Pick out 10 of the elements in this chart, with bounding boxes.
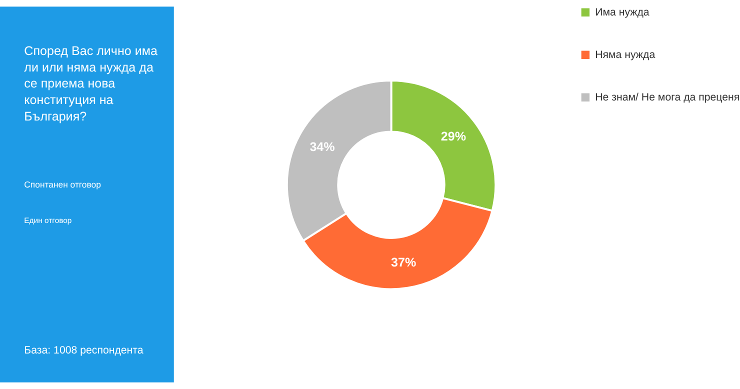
data-label: 37%	[391, 255, 416, 270]
legend-label: Няма нужда	[595, 48, 656, 61]
text: Според Вас лично има ли или няма нужда да се приема нова конституция на България?	[24, 44, 158, 124]
text: Един отговор	[24, 216, 72, 225]
legend-label: Има нужда	[595, 6, 650, 18]
text: База: 1008 респондента	[24, 344, 144, 356]
data-label: 34%	[310, 140, 335, 154]
text: Спонтанен отговор	[24, 179, 102, 190]
data-label: 29%	[440, 129, 466, 144]
legend-label: Не знам/ Не мога да преценя	[595, 91, 740, 104]
